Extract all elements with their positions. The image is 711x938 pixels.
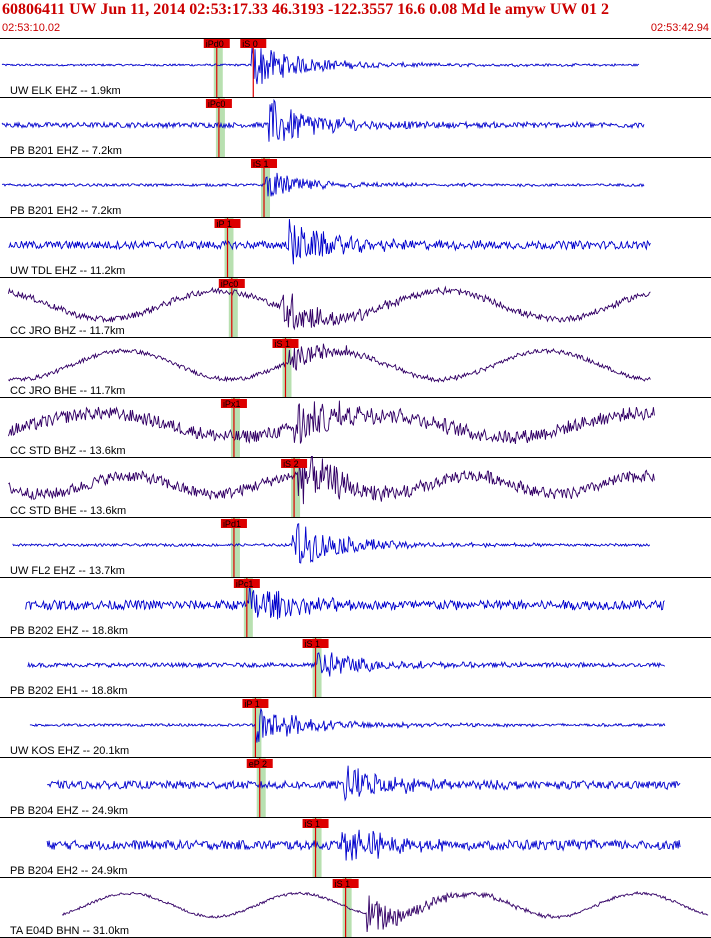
pick-label: iS 1 bbox=[305, 639, 321, 649]
pick-tag bbox=[240, 39, 267, 48]
pick-band bbox=[312, 638, 322, 698]
waveform-trace bbox=[1, 98, 645, 142]
station-label: PB B201 EHZ -- 7.2km bbox=[10, 145, 122, 157]
pick-tag bbox=[246, 759, 273, 768]
event-summary: 60806411 UW Jun 11, 2014 02:53:17.33 46.… bbox=[2, 1, 609, 18]
pick-tag bbox=[302, 639, 329, 648]
pick-band bbox=[261, 158, 271, 218]
pick-band bbox=[213, 38, 223, 98]
waveform-trace bbox=[8, 455, 655, 505]
waveform-trace bbox=[25, 583, 665, 620]
station-label: PB B204 EH2 -- 24.9km bbox=[10, 865, 127, 877]
pick-band bbox=[342, 878, 352, 938]
pick-band bbox=[256, 758, 266, 818]
pick-band bbox=[224, 218, 234, 278]
station-label: CC STD BHZ -- 13.6km bbox=[10, 445, 126, 457]
waveform-trace bbox=[61, 890, 709, 933]
station-label: CC STD BHE -- 13.6km bbox=[10, 505, 126, 517]
pick-label: iPc1 bbox=[236, 579, 254, 589]
station-label: PB B201 EH2 -- 7.2km bbox=[10, 205, 121, 217]
window-start-time: 02:53:10.02 bbox=[2, 22, 61, 34]
pick-label: iP 1 bbox=[217, 219, 232, 229]
waveform-trace bbox=[46, 829, 681, 861]
pick-label: iPc0 bbox=[221, 279, 239, 289]
pick-band bbox=[312, 818, 322, 878]
pick-tag bbox=[272, 339, 299, 348]
station-label: UW FL2 EHZ -- 13.7km bbox=[10, 565, 125, 577]
pick-label: iPd1 bbox=[223, 519, 241, 529]
pick-band bbox=[230, 518, 240, 578]
pick-label: iPx1 bbox=[223, 399, 241, 409]
pick-label: iS 1 bbox=[253, 159, 269, 169]
pick-tag bbox=[242, 699, 269, 708]
station-label: PB B202 EH1 -- 18.8km bbox=[10, 685, 127, 697]
pick-band bbox=[215, 98, 225, 158]
pick-label: iS 2 bbox=[283, 459, 299, 469]
window-end-time: 02:53:42.94 bbox=[650, 22, 709, 34]
waveform-trace bbox=[27, 652, 666, 677]
waveform-trace bbox=[46, 765, 681, 802]
waveform-trace bbox=[12, 523, 651, 564]
waveform-trace bbox=[29, 708, 666, 743]
pick-label: iS 1 bbox=[335, 879, 351, 889]
event-header: 60806411 UW Jun 11, 2014 02:53:17.33 46.… bbox=[0, 0, 711, 38]
station-label: UW ELK EHZ -- 1.9km bbox=[10, 85, 121, 97]
pick-tag bbox=[205, 99, 232, 108]
waveform-trace bbox=[7, 285, 651, 331]
pick-label: iP 1 bbox=[244, 699, 259, 709]
waveform-trace bbox=[2, 172, 645, 197]
pick-tag bbox=[281, 459, 308, 468]
waveform-trace bbox=[8, 219, 651, 265]
station-label: CC JRO BHZ -- 11.7km bbox=[10, 325, 125, 337]
pick-band bbox=[291, 458, 301, 518]
pick-tag bbox=[251, 159, 278, 168]
station-label: UW KOS EHZ -- 20.1km bbox=[10, 745, 129, 757]
pick-tag bbox=[203, 39, 230, 48]
pick-tag bbox=[220, 399, 247, 408]
pick-band bbox=[252, 698, 262, 758]
pick-tag bbox=[233, 579, 260, 588]
pick-tag bbox=[220, 519, 247, 528]
pick-label: iS 1 bbox=[305, 819, 321, 829]
pick-band bbox=[230, 398, 240, 458]
seismogram-plot: iPd0 iS 0 UW ELK EHZ -- 1.9km iPc0 PB B201 E… bbox=[0, 38, 711, 938]
pick-label: eP 2 bbox=[249, 759, 267, 769]
station-label: CC JRO BHE -- 11.7km bbox=[10, 385, 125, 397]
station-label: PB B204 EHZ -- 24.9km bbox=[10, 805, 128, 817]
pick-label: iS 1 bbox=[274, 339, 290, 349]
pick-tag bbox=[218, 279, 245, 288]
pick-band bbox=[228, 278, 238, 338]
pick-band bbox=[243, 578, 253, 638]
station-label: PB B202 EHZ -- 18.8km bbox=[10, 625, 128, 637]
waveform-trace bbox=[1, 47, 640, 85]
waveform-trace bbox=[8, 343, 651, 383]
pick-label: iPd0 bbox=[206, 39, 224, 49]
waveform-trace bbox=[7, 400, 655, 445]
pick-band bbox=[282, 338, 292, 398]
station-label: UW TDL EHZ -- 11.2km bbox=[10, 265, 125, 277]
pick-label: iPc0 bbox=[208, 99, 226, 109]
station-label: TA E04D BHN -- 31.0km bbox=[10, 925, 129, 937]
pick-label: iS 0 bbox=[242, 39, 258, 49]
pick-tag bbox=[332, 879, 359, 888]
pick-tag bbox=[214, 219, 241, 228]
pick-tag bbox=[302, 819, 329, 828]
